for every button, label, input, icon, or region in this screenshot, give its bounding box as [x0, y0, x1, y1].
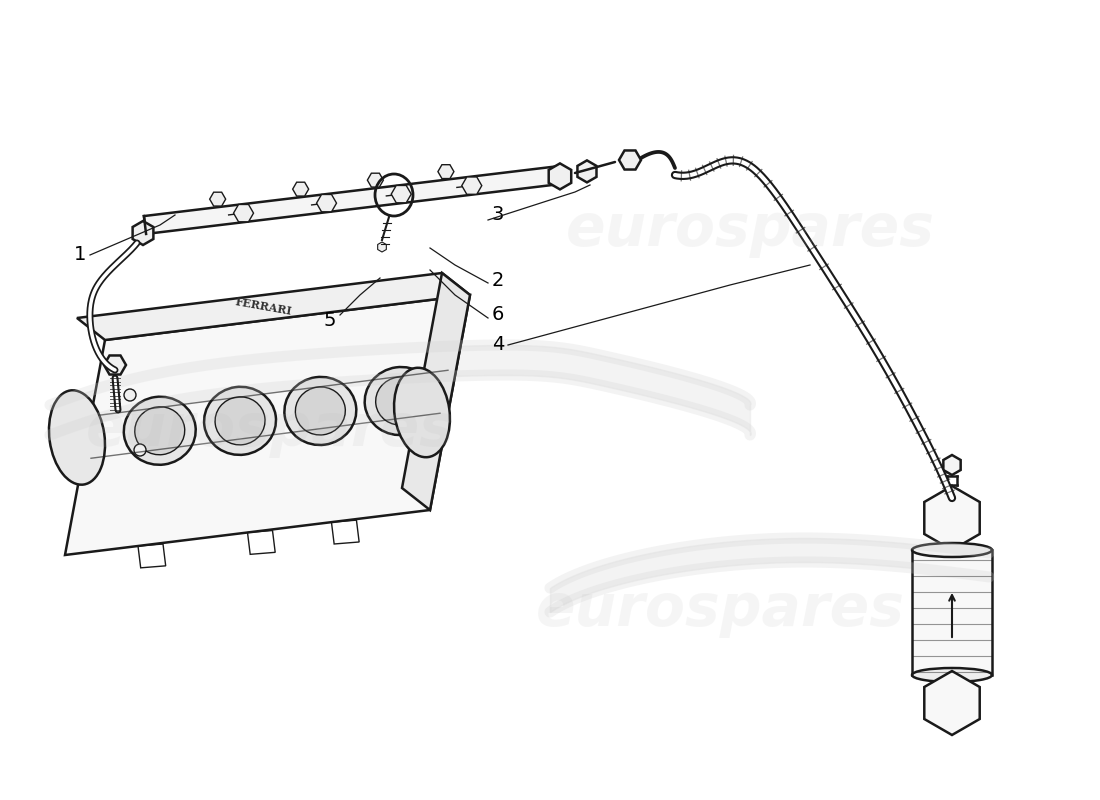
Ellipse shape	[205, 387, 276, 455]
Text: 3: 3	[492, 206, 504, 225]
Circle shape	[134, 444, 146, 456]
Ellipse shape	[912, 543, 992, 557]
Ellipse shape	[124, 397, 196, 465]
Ellipse shape	[285, 377, 356, 445]
Polygon shape	[65, 295, 470, 555]
Text: FERRARI: FERRARI	[234, 296, 293, 317]
Text: 1: 1	[74, 246, 86, 265]
Polygon shape	[144, 166, 561, 234]
Ellipse shape	[394, 368, 450, 458]
Polygon shape	[77, 273, 470, 340]
Ellipse shape	[912, 668, 992, 682]
Ellipse shape	[365, 367, 437, 435]
Ellipse shape	[50, 390, 104, 485]
Circle shape	[124, 389, 136, 401]
Ellipse shape	[296, 387, 345, 435]
Text: 5: 5	[323, 310, 337, 330]
Ellipse shape	[135, 406, 185, 454]
Polygon shape	[402, 273, 470, 510]
Ellipse shape	[943, 489, 961, 495]
Text: 6: 6	[492, 306, 504, 325]
Polygon shape	[912, 550, 992, 675]
Text: eurospares: eurospares	[86, 402, 454, 458]
Text: eurospares: eurospares	[536, 582, 904, 638]
Ellipse shape	[216, 397, 265, 445]
Text: 4: 4	[492, 335, 504, 354]
Text: 2: 2	[492, 270, 504, 290]
Text: eurospares: eurospares	[565, 202, 935, 258]
Ellipse shape	[376, 377, 426, 425]
